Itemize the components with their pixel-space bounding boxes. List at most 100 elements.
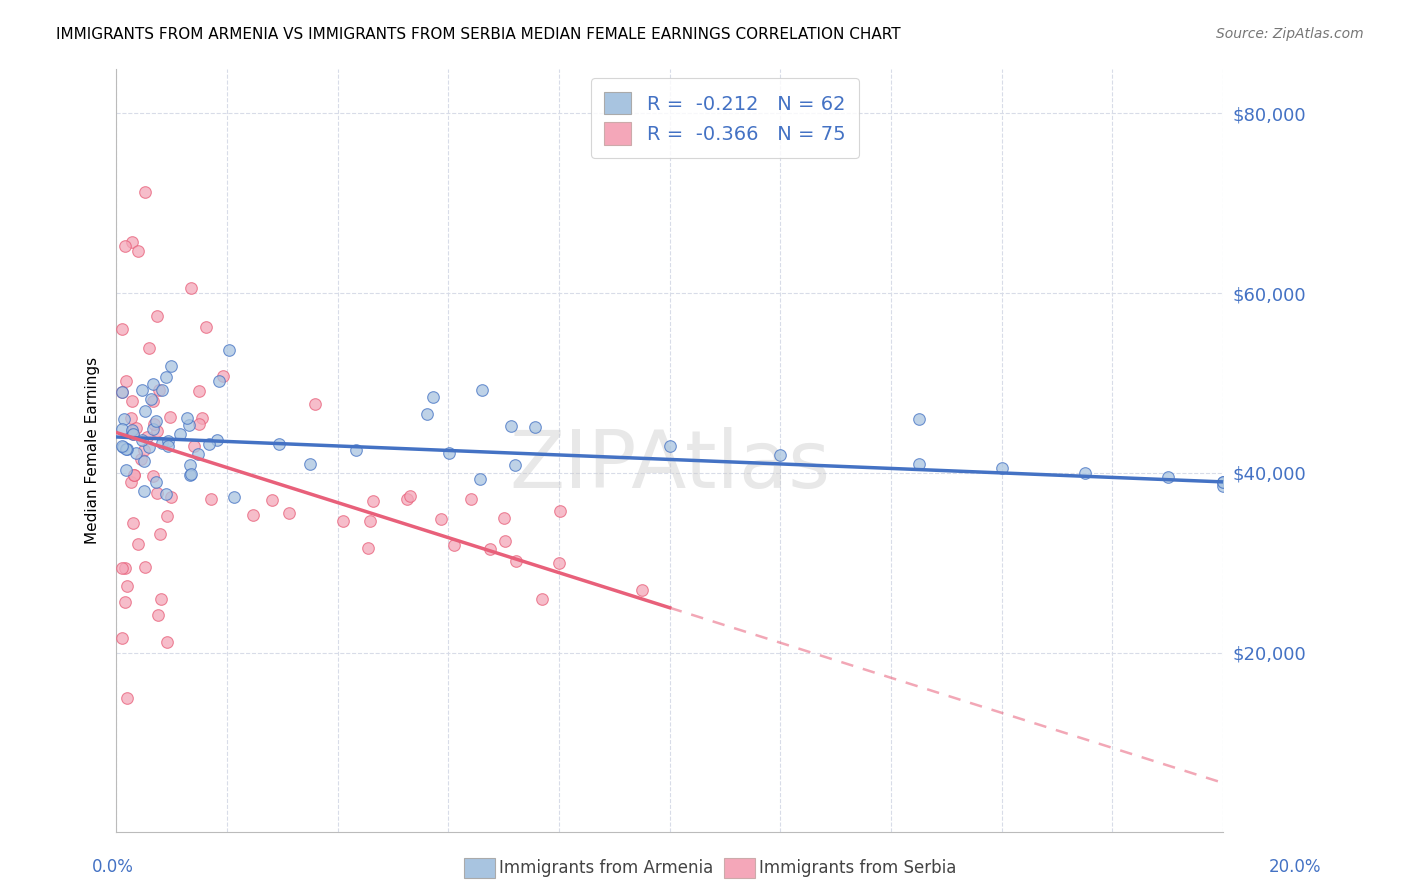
Point: [125, 446, 148, 460]
Point: [460, 492, 482, 507]
Point: [131, 433, 153, 447]
Point: [205, 433, 228, 447]
Point: [132, 483, 155, 498]
Point: [530, 591, 553, 606]
Point: [363, 494, 385, 508]
Point: [120, 411, 142, 425]
Point: [114, 561, 136, 575]
Point: [127, 537, 149, 551]
Point: [332, 514, 354, 528]
Point: [396, 492, 419, 507]
Point: [127, 244, 149, 258]
Point: [149, 592, 172, 607]
Point: [121, 424, 143, 438]
Point: [267, 437, 290, 451]
Point: [111, 631, 134, 645]
Point: [169, 426, 191, 441]
Point: [159, 359, 181, 374]
Point: [148, 383, 170, 397]
Point: [422, 391, 444, 405]
Point: [218, 343, 240, 358]
Text: ZIPAtlas: ZIPAtlas: [509, 426, 830, 505]
Point: [117, 579, 139, 593]
Point: [156, 635, 179, 649]
Point: [115, 442, 138, 456]
Point: [111, 322, 134, 336]
Point: [157, 434, 180, 449]
Point: [121, 235, 143, 249]
Point: [134, 560, 156, 574]
Point: [359, 515, 381, 529]
Point: [131, 383, 153, 397]
Point: [129, 452, 152, 467]
Point: [499, 418, 522, 433]
Point: [111, 384, 134, 399]
Point: [304, 397, 326, 411]
Point: [991, 461, 1014, 475]
Point: [142, 468, 165, 483]
Text: IMMIGRANTS FROM ARMENIA VS IMMIGRANTS FROM SERBIA MEDIAN FEMALE EARNINGS CORRELA: IMMIGRANTS FROM ARMENIA VS IMMIGRANTS FR…: [56, 27, 901, 42]
Point: [179, 467, 201, 482]
Point: [138, 341, 160, 355]
Point: [1212, 479, 1234, 493]
Point: [156, 439, 179, 453]
Point: [298, 457, 321, 471]
Point: [132, 453, 155, 467]
Point: [494, 534, 516, 549]
Point: [478, 541, 501, 556]
Point: [439, 446, 461, 460]
Text: 0.0%: 0.0%: [91, 858, 134, 876]
Point: [135, 430, 157, 444]
Point: [121, 423, 143, 437]
Point: [357, 541, 380, 555]
Point: [197, 436, 219, 450]
Point: [260, 493, 283, 508]
Point: [242, 508, 264, 523]
Point: [146, 309, 169, 323]
Point: [180, 467, 202, 481]
Point: [122, 516, 145, 530]
Point: [416, 408, 439, 422]
Point: [183, 439, 205, 453]
Point: [122, 426, 145, 441]
Point: [142, 376, 165, 391]
Point: [769, 448, 792, 462]
Point: [277, 506, 299, 520]
Point: [194, 320, 217, 334]
Point: [631, 582, 654, 597]
Point: [344, 442, 367, 457]
Point: [146, 486, 169, 500]
Text: Immigrants from Armenia: Immigrants from Armenia: [499, 859, 713, 877]
Point: [505, 458, 527, 473]
Point: [548, 504, 571, 518]
Point: [658, 439, 681, 453]
Point: [114, 463, 136, 477]
Point: [121, 427, 143, 442]
Point: [471, 383, 494, 397]
Point: [188, 384, 211, 398]
Point: [111, 561, 134, 575]
Point: [150, 383, 173, 397]
Point: [121, 394, 143, 409]
Point: [187, 447, 209, 461]
Point: [176, 410, 198, 425]
Point: [524, 420, 547, 434]
Point: [907, 457, 929, 471]
Point: [208, 375, 231, 389]
Point: [155, 486, 177, 500]
Legend: R =  -0.212   N = 62, R =  -0.366   N = 75: R = -0.212 N = 62, R = -0.366 N = 75: [591, 78, 859, 158]
Point: [1074, 466, 1097, 480]
Point: [134, 185, 156, 199]
Point: [222, 490, 245, 504]
Point: [149, 527, 172, 541]
Point: [122, 468, 145, 483]
Point: [179, 458, 201, 472]
Text: Source: ZipAtlas.com: Source: ZipAtlas.com: [1216, 27, 1364, 41]
Point: [122, 468, 145, 483]
Point: [146, 424, 169, 438]
Text: Immigrants from Serbia: Immigrants from Serbia: [759, 859, 956, 877]
Point: [548, 556, 571, 570]
Point: [114, 239, 136, 253]
Point: [187, 417, 209, 431]
Point: [132, 442, 155, 457]
